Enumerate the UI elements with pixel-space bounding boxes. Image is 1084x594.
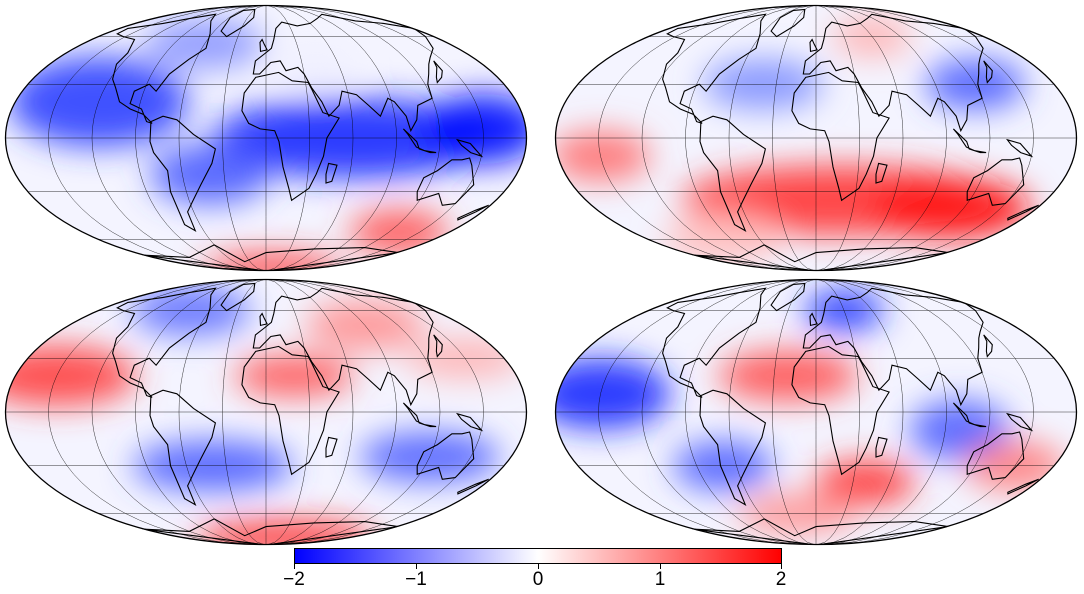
graticule	[555, 5, 1077, 271]
coastline-uk	[259, 38, 268, 53]
map-top-right	[554, 4, 1078, 272]
colorbar-tick-label: 1	[654, 569, 666, 590]
coastline-greenland	[220, 282, 256, 312]
coastline-antarctica	[142, 244, 399, 271]
coastlines	[112, 282, 489, 545]
coastline-new-guinea	[1005, 412, 1034, 432]
coastline-new-guinea	[455, 138, 484, 158]
field-anomaly	[555, 131, 651, 182]
colorbar-tick	[538, 564, 539, 569]
map-bottom-right	[554, 278, 1078, 546]
coastline-indonesia	[952, 402, 987, 428]
coastline-australia	[416, 157, 475, 206]
coastline-new-guinea	[455, 412, 484, 432]
coastline-japan	[983, 334, 993, 358]
map-border	[554, 278, 1078, 546]
coastline-uk	[809, 38, 818, 53]
coastline-new-zealand	[457, 204, 489, 221]
map-border	[554, 4, 1078, 272]
coastline-madagascar	[875, 162, 888, 184]
coastline-africa	[791, 71, 890, 202]
coastline-madagascar	[875, 436, 888, 458]
coastline-greenland	[770, 282, 806, 312]
coastline-antarctica	[692, 518, 949, 545]
coastlines	[662, 8, 1039, 271]
map-border	[4, 4, 528, 272]
coastline-south-america	[149, 115, 217, 232]
graticule	[5, 5, 527, 271]
colorbar-tick	[416, 564, 417, 569]
colorbar	[294, 548, 782, 564]
coastlines	[662, 282, 1039, 545]
coastline-new-zealand	[1007, 204, 1039, 221]
field-anomaly	[201, 254, 342, 271]
map-bottom-left	[4, 278, 528, 546]
field-anomaly	[718, 350, 859, 401]
coastline-greenland	[770, 8, 806, 38]
field-anomaly	[194, 521, 375, 545]
coastline-indonesia	[402, 402, 437, 428]
coastline-uk	[259, 312, 268, 327]
coastline-indonesia	[952, 128, 987, 154]
colorbar-tick	[294, 564, 295, 569]
coastline-madagascar	[325, 162, 338, 184]
coastline-australia	[966, 431, 1025, 480]
coastline-antarctica	[142, 518, 399, 545]
coastline-greenland	[220, 8, 256, 38]
coastline-new-zealand	[1007, 478, 1039, 495]
map-top-left	[4, 4, 528, 272]
coastline-new-zealand	[457, 478, 489, 495]
field-anomaly	[275, 47, 356, 88]
field-anomaly	[815, 460, 916, 505]
graticule	[555, 279, 1077, 545]
coastline-new-guinea	[1005, 138, 1034, 158]
coastline-japan	[983, 60, 993, 84]
coastline-africa	[791, 345, 890, 476]
coastline-south-america	[149, 389, 217, 506]
coastline-uk	[809, 312, 818, 327]
coastline-africa	[241, 71, 340, 202]
coastline-north-america	[112, 287, 217, 398]
colorbar-tick	[781, 564, 782, 569]
colorbar-tick-label: −1	[405, 569, 427, 590]
coastline-madagascar	[325, 436, 338, 458]
graticule	[5, 279, 527, 545]
field-anomaly	[871, 178, 1032, 239]
coastline-north-america	[112, 13, 217, 124]
coastline-antarctica	[692, 244, 949, 271]
coastline-south-america	[699, 389, 767, 506]
colorbar-tick-label: 2	[775, 569, 787, 590]
coastline-australia	[966, 157, 1025, 206]
coastline-australia	[416, 431, 475, 480]
colorbar-tick-label: 0	[532, 569, 544, 590]
coastlines	[112, 8, 489, 271]
coastline-north-america	[662, 287, 767, 398]
colorbar-tick	[660, 564, 661, 569]
colorbar-tick-label: −2	[283, 569, 305, 590]
coastline-indonesia	[402, 128, 437, 154]
coastline-north-america	[662, 13, 767, 124]
field-anomaly	[233, 355, 354, 396]
field-anomaly	[909, 400, 1010, 461]
coastline-south-america	[699, 115, 767, 232]
coastline-africa	[241, 345, 340, 476]
map-border	[4, 278, 528, 546]
coastline-japan	[433, 60, 443, 84]
coastline-japan	[433, 334, 443, 358]
